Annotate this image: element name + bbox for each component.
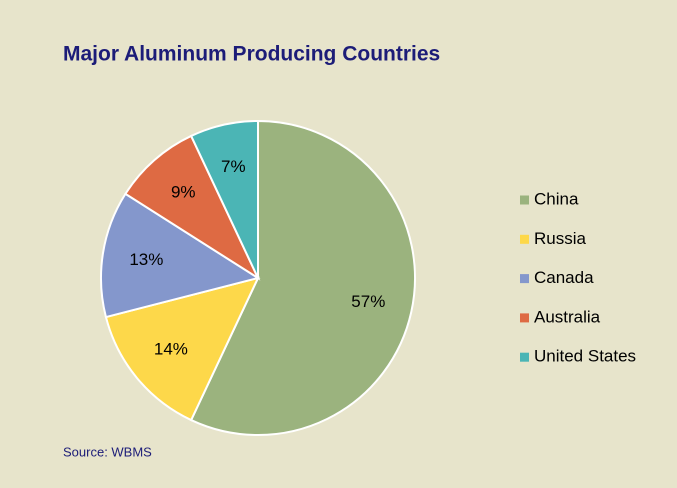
legend-swatch <box>520 195 529 205</box>
source: Source: WBMS <box>63 444 152 459</box>
legend-label: China <box>534 189 579 208</box>
legend-label: Canada <box>534 268 594 287</box>
pie-slice <box>189 119 416 436</box>
legend-label: Russia <box>534 229 587 248</box>
legend-label: Australia <box>534 307 601 326</box>
pie-slice <box>100 192 261 319</box>
data-label: 7% <box>221 157 246 176</box>
data-label: 13% <box>129 250 163 269</box>
pie-slice <box>104 276 260 422</box>
legend-swatch <box>520 352 529 362</box>
chart-title: Major Aluminum Producing Countries <box>63 43 440 66</box>
pie-slice <box>189 119 259 279</box>
data-label: 14% <box>154 340 188 359</box>
legend-swatch <box>520 313 529 323</box>
data-label: 9% <box>171 183 196 202</box>
legend-label: United States <box>534 347 636 366</box>
pie-slice <box>124 134 261 281</box>
legend-swatch <box>520 234 529 244</box>
data-label: 57% <box>351 292 385 311</box>
legend-swatch <box>520 274 529 284</box>
